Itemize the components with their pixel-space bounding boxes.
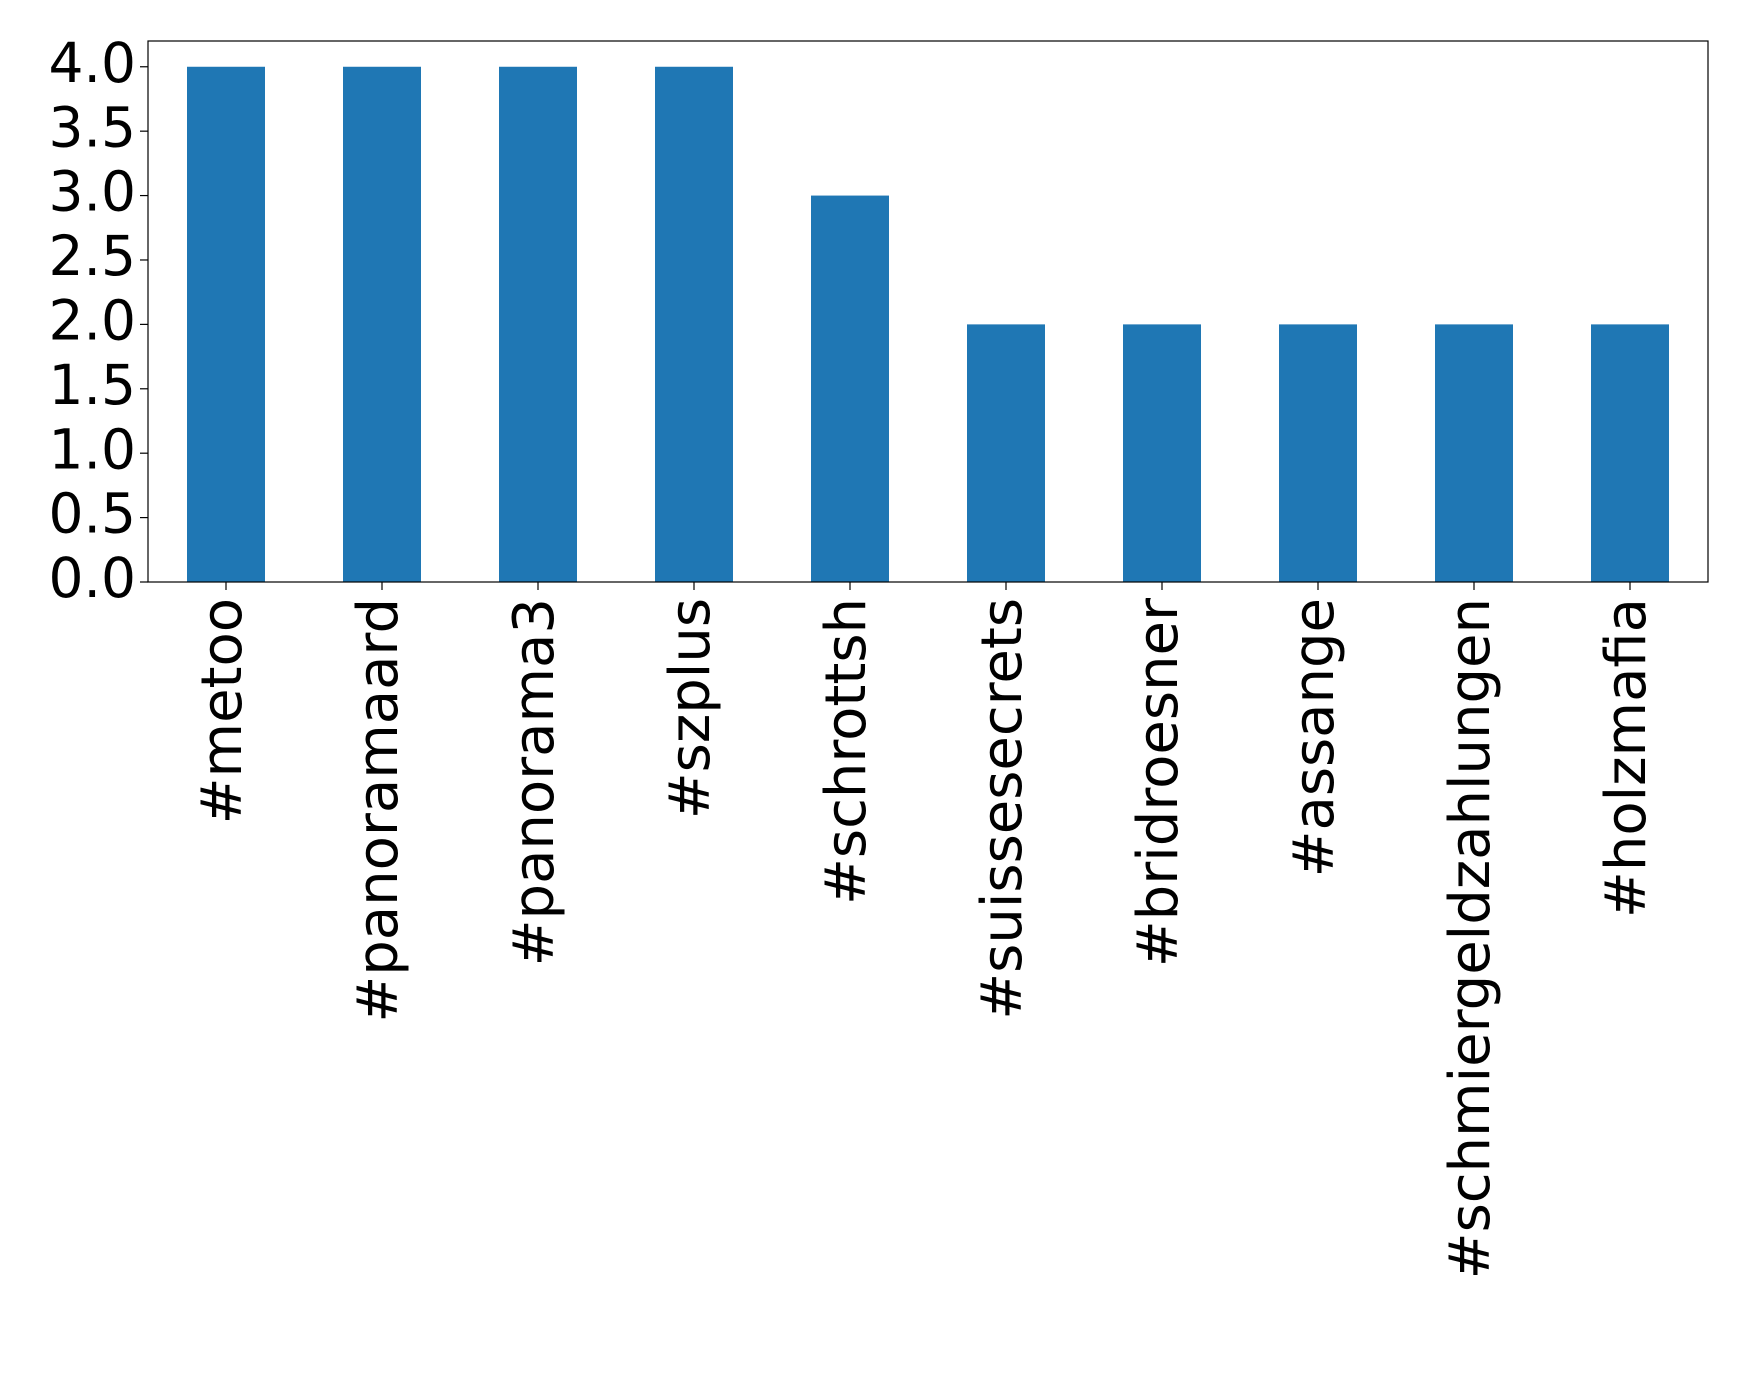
bar xyxy=(187,66,265,582)
y-tick-label: 1.5 xyxy=(49,353,136,417)
x-tick-label: #suissesecrets xyxy=(970,598,1035,1020)
x-tick-label: #schmiergeldzahlungen xyxy=(1438,598,1503,1279)
bar xyxy=(967,324,1045,582)
y-tick-label: 2.5 xyxy=(49,224,136,288)
bar xyxy=(1591,324,1669,582)
x-tick-label: #holzmafia xyxy=(1594,598,1659,918)
bar xyxy=(1279,324,1357,582)
x-tick-label: #panoramaard xyxy=(346,598,411,1023)
bar xyxy=(499,66,577,582)
bar xyxy=(655,66,733,582)
x-tick-label: #assange xyxy=(1282,598,1347,877)
y-tick-label: 3.0 xyxy=(49,160,136,224)
bar xyxy=(343,66,421,582)
y-tick-label: 4.0 xyxy=(49,31,136,95)
x-tick-label: #szplus xyxy=(658,598,723,819)
y-tick-label: 3.5 xyxy=(49,95,136,159)
x-tick-label: #panorama3 xyxy=(502,598,567,966)
bar xyxy=(1123,324,1201,582)
y-tick-label: 2.0 xyxy=(49,289,136,353)
x-tick-label: #schrottsh xyxy=(814,598,879,905)
y-tick-label: 0.0 xyxy=(49,546,136,610)
bar xyxy=(1435,324,1513,582)
bar xyxy=(811,195,889,583)
y-tick-label: 1.0 xyxy=(49,417,136,481)
y-tick-label: 0.5 xyxy=(49,482,136,546)
x-tick-label: #metoo xyxy=(190,598,255,824)
x-tick-label: #bridroesner xyxy=(1126,597,1191,967)
plot-frame xyxy=(147,40,1709,583)
